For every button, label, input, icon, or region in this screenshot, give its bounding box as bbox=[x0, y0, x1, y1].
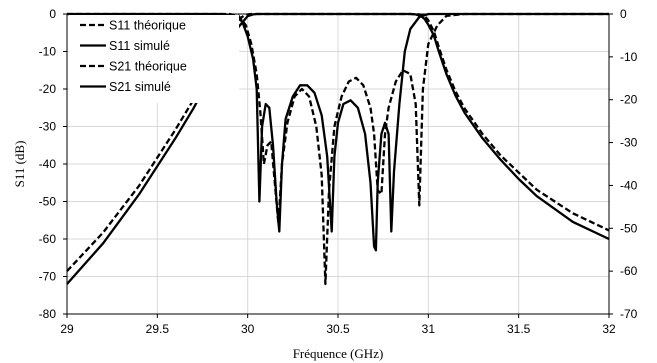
y-tick-label: -40 bbox=[39, 157, 57, 171]
series-line-0 bbox=[67, 12, 609, 286]
y-tick-label: -20 bbox=[39, 82, 57, 96]
x-tick-label: 30 bbox=[241, 322, 255, 336]
y-tick-label: -80 bbox=[39, 307, 57, 321]
y2-tick-label: -10 bbox=[620, 50, 638, 64]
y2-tick-label: 0 bbox=[620, 7, 627, 21]
y2-tick-label: -60 bbox=[620, 264, 638, 278]
y-axis-title: S11 (dB) bbox=[12, 141, 27, 188]
y2-tick-label: -40 bbox=[620, 178, 638, 192]
y-tick-label: 0 bbox=[49, 7, 56, 21]
x-tick-label: 31.5 bbox=[507, 322, 531, 336]
x-axis-title: Fréquence (GHz) bbox=[293, 346, 384, 361]
series-line-1 bbox=[67, 12, 609, 252]
legend-box bbox=[69, 15, 239, 103]
y2-tick-label: -70 bbox=[620, 307, 638, 321]
legend-label: S21 simulé bbox=[109, 80, 171, 94]
y2-tick-label: -20 bbox=[620, 93, 638, 107]
grid bbox=[66, 13, 610, 315]
x-tick-label: 32 bbox=[602, 322, 616, 336]
y-tick-label: -10 bbox=[39, 45, 57, 59]
legend: S11 théorique S11 simulé S21 théorique S21 … bbox=[69, 15, 239, 103]
y2-tick-label: -50 bbox=[620, 221, 638, 235]
y-tick-label: -30 bbox=[39, 120, 57, 134]
y-tick-label: -50 bbox=[39, 195, 57, 209]
legend-label: S21 théorique bbox=[109, 60, 187, 74]
axis-ticks: 29 29.5 30 30.5 31 31.5 32 0 -10 -20 -30 -40 -50 -60 -… bbox=[39, 7, 638, 336]
x-tick-label: 31 bbox=[422, 322, 436, 336]
x-tick-label: 29 bbox=[60, 322, 74, 336]
x-tick-label: 30.5 bbox=[326, 322, 350, 336]
y2-tick-label: -30 bbox=[620, 136, 638, 150]
y-tick-label: -70 bbox=[39, 270, 57, 284]
x-tick-label: 29.5 bbox=[146, 322, 170, 336]
y-tick-label: -60 bbox=[39, 232, 57, 246]
legend-label: S11 théorique bbox=[109, 19, 186, 33]
legend-label: S11 simulé bbox=[109, 39, 170, 53]
